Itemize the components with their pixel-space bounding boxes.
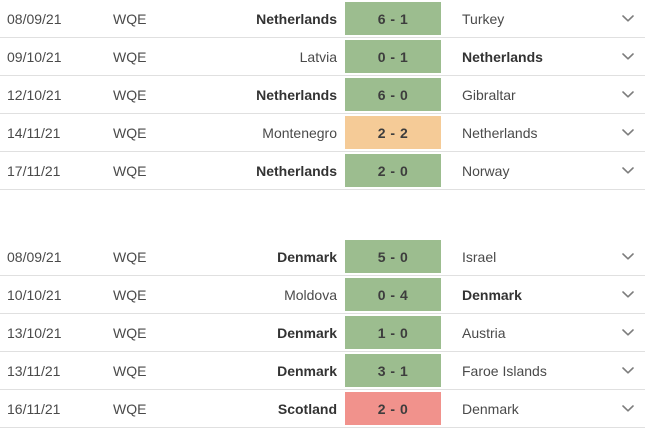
score-badge: 6 - 0: [345, 78, 441, 111]
chevron-down-icon[interactable]: [611, 167, 645, 174]
match-date: 17/11/21: [7, 162, 61, 179]
score-badge: 0 - 1: [345, 40, 441, 73]
home-team: Denmark: [277, 324, 337, 341]
chevron-down-icon[interactable]: [611, 329, 645, 336]
home-team: Denmark: [277, 362, 337, 379]
away-team: Netherlands: [462, 48, 543, 65]
match-date: 10/10/21: [7, 286, 62, 303]
match-date: 12/10/21: [7, 86, 62, 103]
match-row[interactable]: 08/09/21 WQE Denmark 5 - 0 Israel: [0, 238, 645, 276]
match-row[interactable]: 16/11/21 WQE Scotland 2 - 0 Denmark: [0, 390, 645, 428]
away-team: Israel: [462, 248, 497, 265]
competition-label: WQE: [113, 10, 147, 27]
score-badge: 1 - 0: [345, 316, 441, 349]
chevron-down-icon[interactable]: [611, 129, 645, 136]
competition-label: WQE: [113, 362, 147, 379]
chevron-down-icon[interactable]: [611, 91, 645, 98]
score-badge: 5 - 0: [345, 240, 441, 273]
chevron-down-icon[interactable]: [611, 253, 645, 260]
competition-label: WQE: [113, 400, 147, 417]
competition-label: WQE: [113, 324, 147, 341]
match-date: 08/09/21: [7, 10, 62, 27]
away-team: Norway: [462, 162, 510, 179]
away-team: Faroe Islands: [462, 362, 547, 379]
match-row[interactable]: 09/10/21 WQE Latvia 0 - 1 Netherlands: [0, 38, 645, 76]
home-team: Netherlands: [256, 86, 337, 103]
match-date: 14/11/21: [7, 124, 61, 141]
match-date: 16/11/21: [7, 400, 61, 417]
competition-label: WQE: [113, 124, 147, 141]
competition-label: WQE: [113, 86, 147, 103]
away-team: Turkey: [462, 10, 505, 27]
home-team: Netherlands: [256, 10, 337, 27]
away-team: Denmark: [462, 400, 519, 417]
competition-label: WQE: [113, 162, 147, 179]
match-row[interactable]: 13/11/21 WQE Denmark 3 - 1 Faroe Islands: [0, 352, 645, 390]
score-badge: 6 - 1: [345, 2, 441, 35]
home-team: Denmark: [277, 248, 337, 265]
match-date: 13/11/21: [7, 362, 61, 379]
away-team: Gibraltar: [462, 86, 516, 103]
match-date: 08/09/21: [7, 248, 62, 265]
match-row[interactable]: 13/10/21 WQE Denmark 1 - 0 Austria: [0, 314, 645, 352]
home-team: Montenegro: [262, 124, 337, 141]
home-team: Netherlands: [256, 162, 337, 179]
chevron-down-icon[interactable]: [611, 367, 645, 374]
home-team: Latvia: [299, 48, 337, 65]
chevron-down-icon[interactable]: [611, 53, 645, 60]
away-team: Denmark: [462, 286, 522, 303]
score-badge: 2 - 0: [345, 392, 441, 425]
match-row[interactable]: 12/10/21 WQE Netherlands 6 - 0 Gibraltar: [0, 76, 645, 114]
match-row[interactable]: 17/11/21 WQE Netherlands 2 - 0 Norway: [0, 152, 645, 190]
match-date: 09/10/21: [7, 48, 62, 65]
competition-label: WQE: [113, 286, 147, 303]
competition-label: WQE: [113, 248, 147, 265]
chevron-down-icon[interactable]: [611, 291, 645, 298]
match-row[interactable]: 08/09/21 WQE Netherlands 6 - 1 Turkey: [0, 0, 645, 38]
chevron-down-icon[interactable]: [611, 405, 645, 412]
away-team: Netherlands: [462, 124, 538, 141]
score-badge: 0 - 4: [345, 278, 441, 311]
score-badge: 3 - 1: [345, 354, 441, 387]
match-row[interactable]: 10/10/21 WQE Moldova 0 - 4 Denmark: [0, 276, 645, 314]
chevron-down-icon[interactable]: [611, 15, 645, 22]
match-date: 13/10/21: [7, 324, 62, 341]
away-team: Austria: [462, 324, 506, 341]
match-row[interactable]: 14/11/21 WQE Montenegro 2 - 2 Netherland…: [0, 114, 645, 152]
results-section-denmark: 08/09/21 WQE Denmark 5 - 0 Israel 10/10/…: [0, 238, 645, 428]
home-team: Moldova: [284, 286, 337, 303]
score-badge: 2 - 2: [345, 116, 441, 149]
results-section-netherlands: 08/09/21 WQE Netherlands 6 - 1 Turkey 09…: [0, 0, 645, 190]
competition-label: WQE: [113, 48, 147, 65]
score-badge: 2 - 0: [345, 154, 441, 187]
home-team: Scotland: [277, 400, 337, 417]
